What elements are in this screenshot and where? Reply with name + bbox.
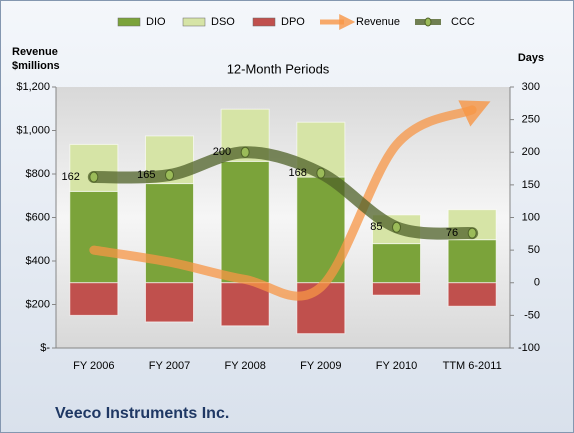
bar — [447, 239, 497, 284]
y2-tick-label: 250 — [522, 114, 540, 126]
x-tick-label: FY 2010 — [376, 360, 417, 372]
y-axis-label: $millions — [12, 60, 60, 72]
legend-swatch — [252, 17, 276, 27]
y-tick-label: $1,200 — [16, 81, 50, 93]
x-tick-label: FY 2006 — [73, 360, 114, 372]
y2-tick-label: 200 — [522, 146, 540, 158]
bar — [372, 282, 421, 296]
y2-tick-label: 300 — [522, 81, 540, 93]
ccc-marker — [240, 146, 250, 158]
bar — [69, 282, 119, 316]
bar — [69, 190, 119, 284]
ccc-marker — [165, 169, 174, 181]
x-tick-label: FY 2009 — [300, 360, 341, 372]
legend-label: DPO — [281, 16, 305, 28]
bar — [220, 160, 270, 284]
y-tick-label: $- — [40, 342, 50, 354]
data-label: 162 — [61, 171, 79, 183]
x-tick-label: TTM 6-2011 — [443, 360, 502, 372]
legend-label: DIO — [146, 16, 166, 28]
legend-swatch — [424, 17, 432, 27]
y-tick-label: $1,000 — [16, 124, 50, 136]
legend-label: CCC — [451, 16, 475, 28]
ccc-marker — [316, 167, 326, 179]
data-label: 76 — [446, 227, 458, 239]
y2-tick-label: 150 — [522, 179, 540, 191]
data-label: 200 — [213, 146, 231, 158]
bar — [145, 282, 194, 323]
legend-swatch — [182, 17, 206, 27]
legend-swatch — [117, 17, 141, 27]
x-tick-label: FY 2007 — [149, 360, 190, 372]
y-tick-label: $600 — [26, 211, 50, 223]
chart-title: 12-Month Periods — [227, 61, 330, 76]
legend-label: DSO — [211, 16, 235, 28]
footer: Veeco Instruments Inc. — [55, 405, 229, 422]
y2-tick-label: 50 — [528, 244, 540, 256]
data-label: 168 — [288, 167, 306, 179]
y2-tick-label: 100 — [522, 211, 540, 223]
bar — [372, 243, 421, 284]
x-tick-label: FY 2008 — [224, 360, 265, 372]
y-tick-label: $800 — [26, 168, 50, 180]
y2-tick-label: 0 — [534, 277, 540, 289]
ccc-marker — [392, 221, 401, 233]
legend-label: Revenue — [356, 16, 400, 28]
data-label: 85 — [370, 221, 382, 233]
y-axis-label: Revenue — [12, 46, 58, 58]
bar — [447, 282, 497, 307]
y2-tick-label: -50 — [524, 309, 540, 321]
plot-area — [56, 87, 510, 348]
revenue-line — [89, 100, 491, 301]
bar — [69, 143, 119, 192]
y2-tick-label: -100 — [518, 342, 540, 354]
ccc-marker — [467, 227, 477, 239]
data-label: 165 — [137, 169, 155, 181]
ccc-marker — [89, 171, 99, 183]
y2-axis-label: Days — [518, 52, 544, 64]
y-tick-label: $400 — [26, 255, 50, 267]
y-tick-label: $200 — [26, 298, 50, 310]
